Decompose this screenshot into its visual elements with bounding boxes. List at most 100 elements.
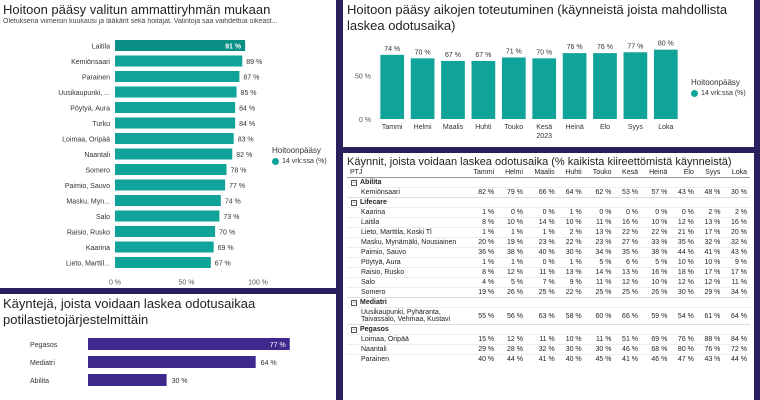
table-cell: 10 % <box>557 334 585 345</box>
x-tick-label: Kesä <box>536 124 552 131</box>
table-cell: 13 % <box>614 267 642 278</box>
table-row[interactable]: Raisio, Rusko 8 % 12 % 11 % 13 % 14 % 13 % 16 %… <box>347 267 750 278</box>
table-group-row[interactable]: − Abilita <box>347 177 750 188</box>
column-header[interactable]: Heinä <box>641 168 671 178</box>
table-cell: 53 % <box>614 187 642 198</box>
bar[interactable] <box>115 71 240 82</box>
column[interactable] <box>623 52 648 120</box>
bar[interactable] <box>115 133 234 144</box>
table-cell: 1 % <box>465 207 498 218</box>
bar[interactable] <box>88 338 290 350</box>
bar[interactable] <box>115 257 211 268</box>
table-cell: 1 % <box>557 207 585 218</box>
system-bar-chart: Pegasos 77 % Mediatri 64 % Abilita 30 % <box>30 338 290 386</box>
collapse-icon[interactable]: − <box>351 327 357 333</box>
table-row[interactable]: Masku, Mynämäki, Nousiainen 20 % 19 % 23 % 2… <box>347 237 750 248</box>
table-cell: 79 % <box>497 187 526 198</box>
table-cell: 15 % <box>465 334 498 345</box>
table-row[interactable]: Lieto, Marttila, Koski Tl 1 % 1 % 1 % 2 % 13 … <box>347 227 750 238</box>
bar[interactable] <box>115 148 233 160</box>
table-row[interactable]: Paimio, Sauvo 36 % 38 % 40 % 30 % 34 % 35 % 38 … <box>347 247 750 258</box>
table-row[interactable]: Salo 4 % 5 % 7 % 9 % 11 % 12 % 10 % 12 % 12 % 11 % <box>347 277 750 288</box>
bar[interactable] <box>115 55 243 67</box>
column-header[interactable]: Loka <box>723 168 750 178</box>
column-header[interactable]: Elo <box>670 168 697 178</box>
column-header[interactable]: Tammi <box>465 168 498 178</box>
legend-item[interactable]: 14 vrk:ssa (%) <box>691 90 746 97</box>
table-row[interactable]: Parainen 40 % 44 % 41 % 40 % 45 % 41 % 46 % 47 %… <box>347 354 750 364</box>
bar[interactable] <box>115 241 214 253</box>
table-group-row[interactable]: − Pegasos <box>347 324 750 335</box>
column[interactable] <box>593 53 617 119</box>
column-header[interactable]: PTJ <box>347 168 465 178</box>
table-cell: 66 % <box>614 307 642 325</box>
table-cell: 17 % <box>696 227 724 238</box>
table-cell: 30 % <box>557 247 585 258</box>
bar-value-label: 84 % <box>239 121 255 128</box>
group-cell: − Abilita <box>347 177 750 188</box>
table-cell: 13 % <box>584 227 615 238</box>
table-row[interactable]: Loimaa, Oripää 15 % 12 % 11 % 10 % 11 % 51 % 69… <box>347 334 750 345</box>
table-cell: 41 % <box>526 354 558 364</box>
table-cell: 51 % <box>614 334 642 345</box>
table-group-row[interactable]: − Lifecare <box>347 197 750 208</box>
bar[interactable] <box>115 195 221 206</box>
bar[interactable] <box>88 356 256 368</box>
column[interactable] <box>562 53 587 119</box>
table-row[interactable]: Pöytyä, Aura 1 % 1 % 0 % 1 % 5 % 6 % 5 % 10 % 10 … <box>347 257 750 268</box>
legend-item[interactable]: 14 vrk:ssa (%) <box>272 158 327 165</box>
panel-visits-table: Käynnit, joista voidaan laskea odotusaik… <box>343 153 754 400</box>
group-label: Pegasos <box>360 326 389 333</box>
column[interactable] <box>380 54 405 119</box>
column[interactable] <box>501 57 526 119</box>
table-row[interactable]: Kaarina 1 % 0 % 0 % 1 % 0 % 0 % 0 % 0 % 2 % 2 % <box>347 207 750 218</box>
row-label: Pöytyä, Aura <box>347 257 465 268</box>
column-header[interactable]: Syys <box>696 168 724 178</box>
bar-value-label: 78 % <box>231 168 247 175</box>
column-header[interactable]: Huhti <box>557 168 585 178</box>
bar[interactable] <box>115 86 237 98</box>
x-tick-label: Maalis <box>443 124 464 131</box>
bar[interactable] <box>115 102 236 113</box>
table-group-row[interactable]: − Mediatri <box>347 297 750 308</box>
column-header[interactable]: Touko <box>584 168 615 178</box>
matrix-table-container[interactable]: PTJ Tammi Helmi Maalis Huhti Touko Kesä Heinä El… <box>347 168 750 364</box>
collapse-icon[interactable]: − <box>351 180 357 186</box>
row-label: Parainen <box>347 354 465 364</box>
table-row[interactable]: Uusikaupunki, Pyhäranta, Taivassalo, Veh… <box>347 307 750 325</box>
collapse-icon[interactable]: − <box>351 300 357 306</box>
column[interactable] <box>653 49 678 119</box>
y-tick-label: 50 % <box>355 74 371 81</box>
table-row[interactable]: Kemiönsaari 82 % 79 % 66 % 64 % 62 % 53 % 57 % 4… <box>347 187 750 198</box>
bar[interactable] <box>115 117 236 129</box>
column[interactable] <box>410 58 435 119</box>
column-value-label: 76 % <box>567 44 583 51</box>
bar[interactable] <box>115 179 226 191</box>
column-header[interactable]: Kesä <box>614 168 642 178</box>
column-header[interactable]: Maalis <box>526 168 558 178</box>
column-header[interactable]: Helmi <box>497 168 526 178</box>
bar[interactable] <box>115 164 227 175</box>
table-cell: 36 % <box>465 247 498 258</box>
table-cell: 46 % <box>641 354 671 364</box>
panel-title: Käynnit, joista voidaan laskea odotusaik… <box>347 156 732 168</box>
bar[interactable] <box>115 40 246 51</box>
row-label: Loimaa, Oripää <box>347 334 465 345</box>
table-row[interactable]: Naantali 29 % 28 % 32 % 30 % 30 % 46 % 68 % 80 %… <box>347 344 750 355</box>
table-row[interactable]: Somero 19 % 26 % 25 % 22 % 25 % 25 % 26 % 30 % 29… <box>347 287 750 298</box>
column[interactable] <box>441 60 465 119</box>
bar[interactable] <box>88 374 167 386</box>
bar[interactable] <box>115 210 220 222</box>
collapse-icon[interactable]: − <box>351 200 357 206</box>
panel-title: Hoitoon pääsy aikojen toteutuminen (käyn… <box>347 2 728 33</box>
bar-value-label: 84 % <box>239 106 255 113</box>
category-label: Paimio, Sauvo <box>65 183 110 190</box>
bar-value-label: 30 % <box>172 378 188 385</box>
bar[interactable] <box>115 226 216 237</box>
column[interactable] <box>532 58 557 119</box>
table-cell: 12 % <box>497 334 526 345</box>
column[interactable] <box>471 60 496 119</box>
table-row[interactable]: Laitila 8 % 10 % 14 % 10 % 11 % 16 % 10 % 12 % 13… <box>347 217 750 228</box>
table-cell: 1 % <box>526 227 558 238</box>
category-label: Uusikaupunki, ... <box>58 90 110 97</box>
